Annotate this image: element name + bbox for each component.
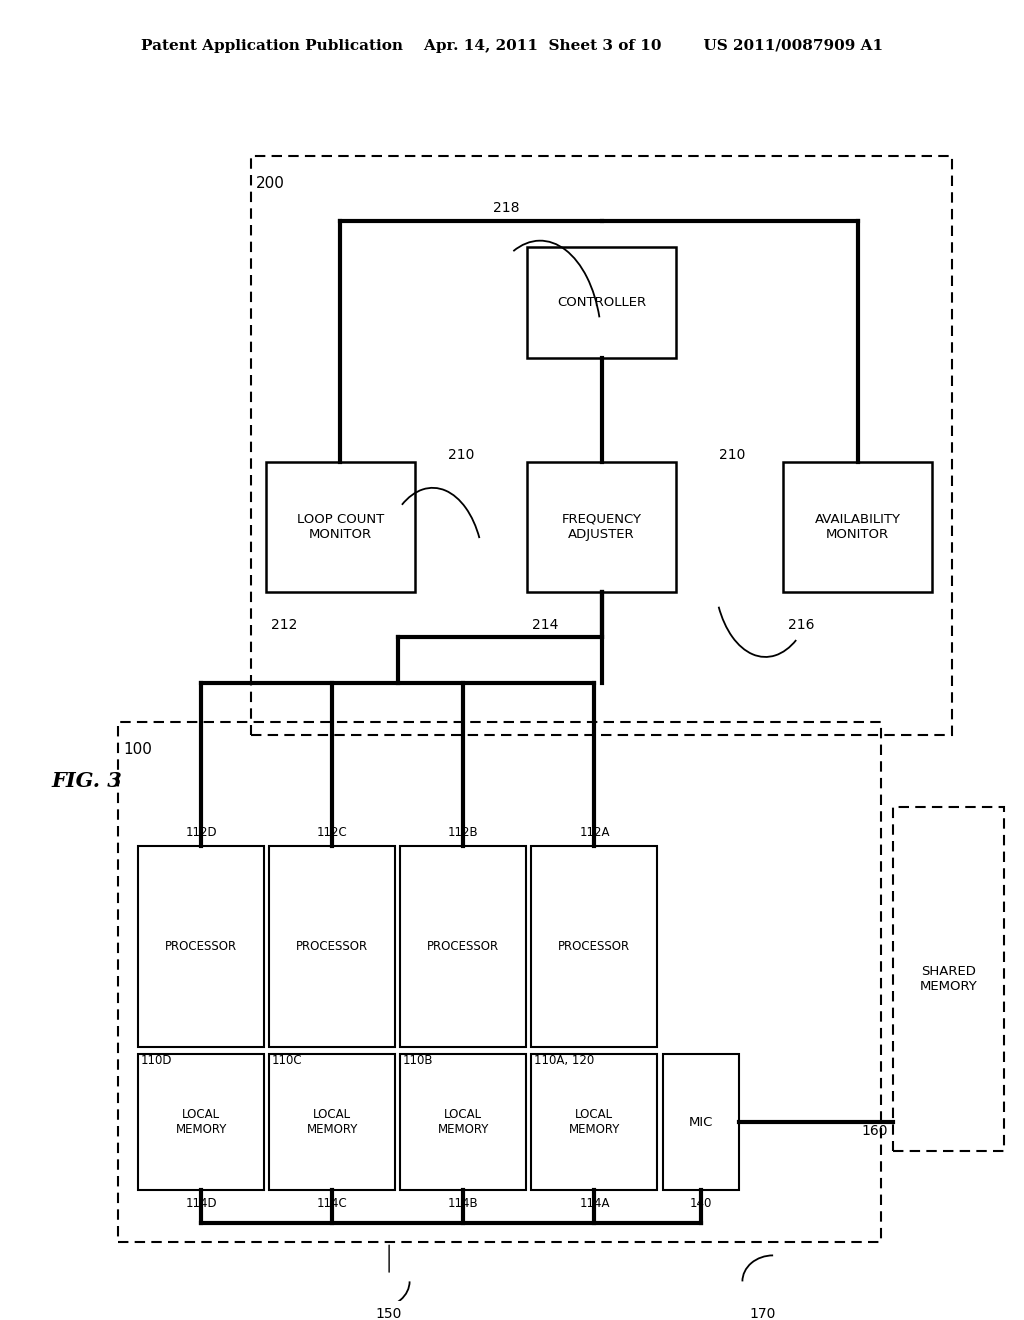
Text: PROCESSOR: PROCESSOR — [427, 940, 500, 953]
FancyBboxPatch shape — [663, 1053, 739, 1191]
Text: 114A: 114A — [580, 1197, 609, 1210]
FancyBboxPatch shape — [400, 1053, 526, 1191]
FancyBboxPatch shape — [531, 1053, 657, 1191]
Text: FREQUENCY
ADJUSTER: FREQUENCY ADJUSTER — [561, 513, 642, 541]
Text: MIC: MIC — [689, 1115, 713, 1129]
Text: PROCESSOR: PROCESSOR — [296, 940, 369, 953]
Text: 112B: 112B — [449, 826, 478, 840]
Text: 150: 150 — [376, 1307, 402, 1320]
Text: 110A, 120: 110A, 120 — [534, 1053, 594, 1067]
Text: 160: 160 — [861, 1125, 888, 1138]
Text: LOCAL
MEMORY: LOCAL MEMORY — [306, 1107, 358, 1137]
FancyBboxPatch shape — [527, 462, 676, 591]
Text: 110C: 110C — [271, 1053, 302, 1067]
Text: LOOP COUNT
MONITOR: LOOP COUNT MONITOR — [297, 513, 384, 541]
FancyBboxPatch shape — [400, 846, 526, 1047]
Text: 212: 212 — [271, 618, 298, 632]
Text: 112C: 112C — [316, 826, 348, 840]
Text: 110B: 110B — [402, 1053, 433, 1067]
Text: 216: 216 — [788, 618, 815, 632]
FancyBboxPatch shape — [269, 1053, 395, 1191]
Text: 210: 210 — [449, 447, 474, 462]
Text: 170: 170 — [750, 1307, 776, 1320]
Text: 112D: 112D — [185, 826, 217, 840]
FancyBboxPatch shape — [531, 846, 657, 1047]
Text: PROCESSOR: PROCESSOR — [558, 940, 631, 953]
Text: 110D: 110D — [140, 1053, 172, 1067]
Text: SHARED
MEMORY: SHARED MEMORY — [920, 965, 977, 993]
Text: Patent Application Publication    Apr. 14, 2011  Sheet 3 of 10        US 2011/00: Patent Application Publication Apr. 14, … — [141, 38, 883, 53]
Text: 100: 100 — [123, 742, 152, 756]
Text: 214: 214 — [532, 618, 559, 632]
Text: 112A: 112A — [580, 826, 609, 840]
Text: AVAILABILITY
MONITOR: AVAILABILITY MONITOR — [815, 513, 900, 541]
Text: 218: 218 — [494, 201, 520, 215]
Text: LOCAL
MEMORY: LOCAL MEMORY — [437, 1107, 489, 1137]
FancyBboxPatch shape — [138, 1053, 264, 1191]
Text: FIG. 3: FIG. 3 — [51, 771, 123, 791]
Text: 114C: 114C — [316, 1197, 348, 1210]
Text: LOCAL
MEMORY: LOCAL MEMORY — [175, 1107, 227, 1137]
Text: 200: 200 — [256, 176, 285, 190]
Text: 114B: 114B — [449, 1197, 478, 1210]
FancyBboxPatch shape — [527, 247, 676, 358]
Text: 210: 210 — [719, 447, 745, 462]
Text: PROCESSOR: PROCESSOR — [165, 940, 238, 953]
Text: CONTROLLER: CONTROLLER — [557, 296, 646, 309]
Text: LOCAL
MEMORY: LOCAL MEMORY — [568, 1107, 621, 1137]
Text: 140: 140 — [690, 1197, 712, 1210]
Text: 114D: 114D — [185, 1197, 217, 1210]
FancyBboxPatch shape — [266, 462, 415, 591]
FancyBboxPatch shape — [269, 846, 395, 1047]
FancyBboxPatch shape — [138, 846, 264, 1047]
FancyBboxPatch shape — [783, 462, 932, 591]
